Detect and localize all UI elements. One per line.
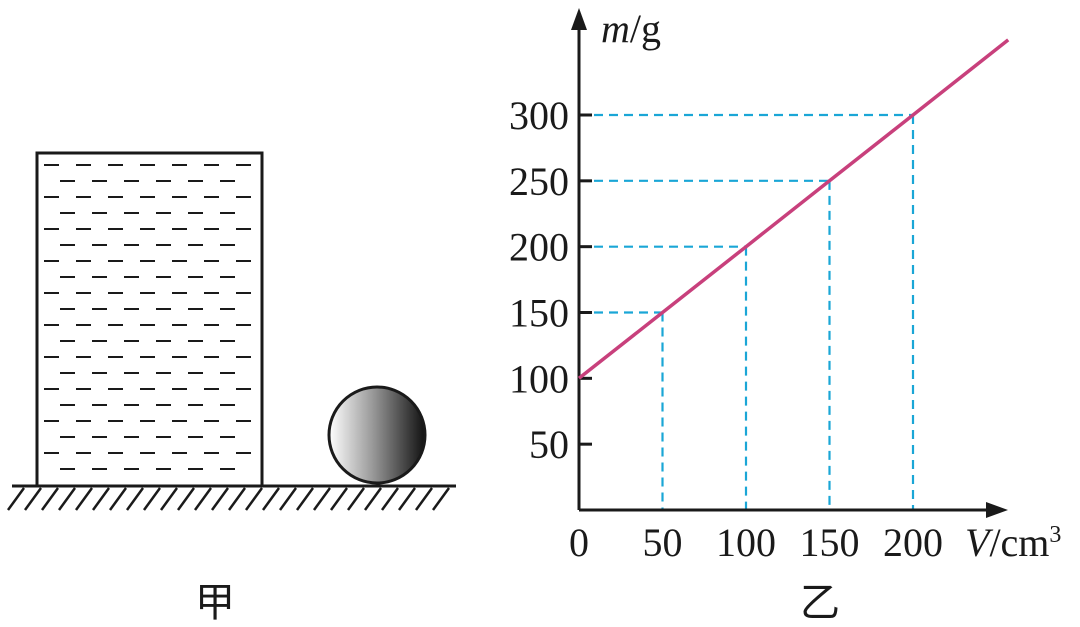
axis-ticks: 50 100 150 200 250 300 50 100 150 200 (509, 93, 943, 565)
hatch-mark (74, 487, 94, 511)
hatch-mark (40, 487, 60, 511)
x-tick-label: 200 (883, 520, 943, 565)
hatch-mark (23, 487, 43, 511)
y-tick-label: 300 (509, 93, 569, 138)
hatch-mark (6, 487, 26, 511)
hatch-mark (125, 487, 145, 511)
mass-volume-line (577, 38, 1010, 380)
x-axis-label: V/cm3 (965, 520, 1061, 565)
figure-b-caption: 乙 (800, 580, 840, 625)
x-tick-label: 50 (643, 520, 683, 565)
hatch-mark (431, 487, 451, 511)
hatch-mark (278, 487, 298, 511)
x-axis-arrow (986, 502, 1008, 518)
figure-a: 甲 (6, 151, 456, 625)
hatch-mark (295, 487, 315, 511)
liquid-dashes (44, 164, 251, 470)
x-tick-label: 150 (800, 520, 860, 565)
hatch-mark (380, 487, 400, 511)
ball (327, 385, 427, 485)
hatch-mark (91, 487, 111, 511)
hatch-mark (346, 487, 366, 511)
hatch-mark (193, 487, 213, 511)
ground-hatching (6, 487, 451, 511)
hatch-mark (227, 487, 247, 511)
hatch-mark (210, 487, 230, 511)
guide-lines (579, 113, 915, 510)
hatch-mark (312, 487, 332, 511)
y-tick-label: 50 (529, 422, 569, 467)
hatch-mark (261, 487, 281, 511)
hatch-mark (57, 487, 77, 511)
origin-label: 0 (569, 520, 589, 565)
hatch-mark (414, 487, 434, 511)
y-tick-label: 250 (509, 159, 569, 204)
hatch-mark (329, 487, 349, 511)
hatch-mark (363, 487, 383, 511)
figure-a-caption: 甲 (195, 580, 235, 625)
y-axis-arrow (571, 8, 587, 30)
hatch-mark (142, 487, 162, 511)
hatch-mark (244, 487, 264, 511)
hatch-mark (108, 487, 128, 511)
hatch-mark (176, 487, 196, 511)
hatch-mark (397, 487, 417, 511)
y-tick-label: 100 (509, 356, 569, 401)
liquid-container (35, 151, 264, 488)
y-tick-label: 150 (509, 291, 569, 336)
figure-b: 50 100 150 200 250 300 50 100 150 200 m/g V/cm3 0… (509, 6, 1061, 625)
x-tick-label: 100 (716, 520, 776, 565)
y-tick-label: 200 (509, 225, 569, 270)
y-axis-label: m/g (601, 6, 661, 51)
hatch-mark (159, 487, 179, 511)
